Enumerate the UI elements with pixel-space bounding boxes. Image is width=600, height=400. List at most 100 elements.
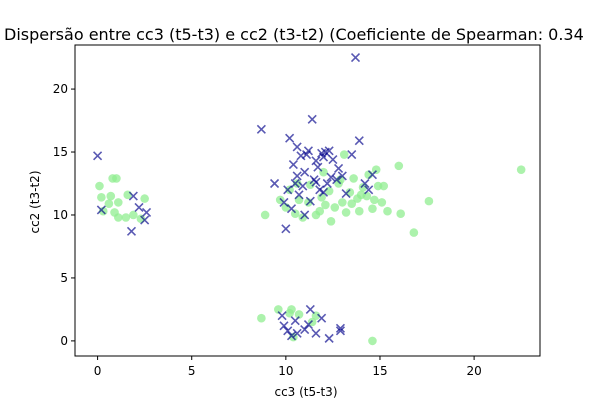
chart-title: Dispersão entre cc3 (t5-t3) e cc2 (t3-t2…: [4, 25, 584, 44]
x-tick-label: 10: [278, 364, 293, 378]
scatter-point-x: [96, 205, 106, 215]
scatter-point-circle: [339, 150, 349, 159]
scatter-point-circle: [377, 198, 387, 207]
scatter-point-x: [311, 177, 321, 187]
scatter-point-x: [360, 178, 370, 189]
scatter-point-x: [294, 190, 304, 200]
y-tick-label: 5: [60, 271, 68, 285]
scatter-point-circle: [347, 199, 357, 208]
scatter-point-x: [305, 304, 315, 314]
scatter-point-circle: [368, 204, 377, 213]
scatter-point-x: [307, 114, 317, 124]
scatter-point-x: [288, 160, 298, 170]
scatter-point-x: [279, 321, 289, 331]
scatter-point-circle: [368, 336, 377, 346]
scatter-point-circle: [315, 206, 325, 216]
scatter-point-circle: [274, 305, 283, 314]
scatter-point-x: [347, 149, 357, 160]
scatter-point-circle: [290, 209, 300, 219]
scatter-point-circle: [356, 190, 366, 200]
scatter-point-x: [328, 155, 338, 165]
scatter-point-circle: [326, 216, 336, 226]
scatter-point-x: [333, 163, 344, 173]
scatter-point-x: [317, 313, 327, 323]
scatter-point-circle: [354, 206, 364, 216]
scatter-point-x: [341, 189, 351, 199]
scatter-point-x: [292, 171, 302, 181]
scatter-point-x: [279, 197, 289, 207]
scatter-point-circle: [371, 165, 381, 174]
scatter-point-circle: [321, 200, 330, 210]
scatter-point-circle: [292, 179, 302, 188]
scatter-point-circle: [129, 210, 138, 220]
scatter-point-circle: [349, 174, 358, 183]
scatter-point-x: [283, 185, 293, 195]
scatter-point-x: [303, 146, 314, 156]
scatter-point-x: [326, 172, 336, 182]
scatter-point-x: [141, 207, 152, 218]
scatter-point-x: [290, 316, 300, 326]
scatter-point-x: [277, 311, 287, 321]
scatter-point-circle: [97, 193, 106, 202]
scatter-point-x: [285, 133, 295, 143]
scatter-point-x: [332, 175, 342, 185]
plot-markers: [93, 53, 526, 346]
scatter-point-circle: [330, 203, 340, 212]
scatter-point-x: [305, 196, 315, 206]
scatter-point-circle: [294, 310, 304, 319]
y-tick-label: 15: [53, 145, 68, 159]
scatter-point-circle: [424, 196, 434, 206]
scatter-point-circle: [113, 198, 123, 207]
scatter-point-circle: [113, 213, 123, 222]
scatter-point-x: [296, 151, 306, 161]
x-axis-label: cc3 (t5-t3): [274, 385, 337, 399]
scatter-point-x: [322, 178, 332, 189]
y-tick-label: 0: [60, 334, 68, 348]
plot-frame: [74, 44, 541, 357]
scatter-point-x: [311, 156, 321, 166]
scatter-point-circle: [121, 213, 131, 222]
scatter-point-circle: [112, 174, 121, 183]
scatter-point-x: [335, 326, 346, 336]
scatter-point-x: [337, 171, 347, 181]
y-tick-label: 20: [53, 82, 68, 96]
scatter-point-circle: [257, 313, 266, 323]
scatter-point-circle: [104, 199, 114, 208]
scatter-point-x: [324, 333, 334, 343]
scatter-point-circle: [260, 210, 270, 220]
scatter-point-x: [292, 142, 302, 152]
scatter-point-circle: [396, 209, 405, 219]
scatter-point-x: [283, 326, 293, 336]
scatter-point-x: [128, 191, 138, 201]
scatter-point-x: [350, 53, 361, 63]
scatter-point-x: [281, 224, 291, 234]
scatter-point-x: [286, 331, 297, 341]
scatter-point-circle: [95, 181, 104, 191]
scatter-point-circle: [516, 165, 526, 174]
scatter-point-x: [140, 215, 150, 225]
x-tick-label: 0: [94, 364, 102, 378]
scatter-point-x: [364, 185, 374, 195]
scatter-point-circle: [370, 195, 379, 205]
x-tick-label: 5: [188, 364, 196, 378]
axes: 0 5 10 15 20 0 5 10 15 20: [53, 44, 541, 378]
y-axis-label: cc2 (t3-t2): [28, 170, 42, 233]
scatter-point-circle: [341, 208, 351, 217]
scatter-point-circle: [409, 228, 419, 237]
scatter-point-x: [298, 181, 308, 191]
scatter-point-x: [93, 151, 103, 161]
scatter-point-x: [367, 170, 378, 180]
scatter-point-x: [318, 187, 329, 197]
x-tick-label: 20: [466, 364, 481, 378]
scatter-point-circle: [287, 305, 296, 314]
scatter-point-x: [311, 328, 321, 338]
y-tick-label: 10: [53, 208, 68, 222]
scatter-point-x: [134, 202, 144, 212]
scatter-point-circle: [358, 182, 368, 192]
scatter-point-circle: [338, 198, 347, 207]
scatter-point-circle: [140, 194, 149, 203]
scatter-point-x: [313, 162, 323, 172]
scatter-point-circle: [306, 180, 315, 190]
scatter-point-circle: [275, 195, 285, 205]
